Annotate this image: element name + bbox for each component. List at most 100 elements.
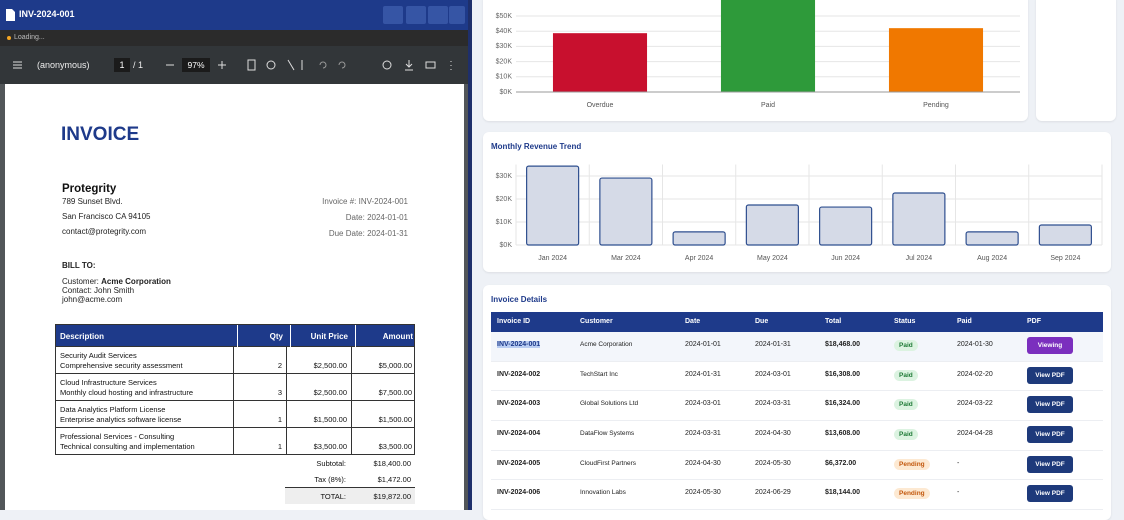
date: 2024-04-30 bbox=[685, 459, 721, 467]
pdf-button[interactable]: Viewing bbox=[1027, 337, 1073, 354]
paid-date: - bbox=[957, 489, 960, 497]
pdf-button[interactable]: View PDF bbox=[1027, 455, 1073, 473]
minimize-button[interactable] bbox=[428, 6, 448, 24]
customer-name: Acme Corporation bbox=[101, 277, 171, 286]
toolbar-icons[interactable] bbox=[246, 58, 461, 72]
column-header: Paid bbox=[957, 318, 972, 325]
customer: TechStart Inc bbox=[580, 370, 618, 378]
total: $18,144.00 bbox=[825, 489, 861, 497]
column-header: Description bbox=[60, 332, 105, 341]
item-name: Data Analytics Platform License bbox=[60, 405, 166, 414]
cell-border bbox=[233, 347, 234, 373]
due: 2024-04-30 bbox=[755, 430, 791, 438]
item-amount: $5,000.00 bbox=[378, 361, 412, 370]
invoice-id: INV-2024-002 bbox=[497, 370, 541, 378]
expand-button[interactable] bbox=[406, 6, 426, 24]
item-amount: $7,500.00 bbox=[378, 388, 412, 397]
cell-border bbox=[286, 347, 287, 373]
customer: Innovation Labs bbox=[580, 489, 626, 497]
total-label: Tax (8%): bbox=[314, 475, 346, 484]
cell-border bbox=[233, 374, 234, 400]
cell-border bbox=[351, 374, 352, 400]
total-value: $19,872.00 bbox=[373, 492, 411, 501]
window-title: INV-2024-001 bbox=[19, 9, 75, 19]
table-row[interactable]: INV-2024-004 DataFlow Systems 2024-03-31 20… bbox=[491, 421, 1103, 451]
table-title: Invoice Details bbox=[491, 295, 548, 304]
paid-date: 2024-02-20 bbox=[957, 370, 993, 378]
table-row[interactable]: INV-2024-002 TechStart Inc 2024-01-31 2024-… bbox=[491, 362, 1103, 392]
company-name: Protegrity bbox=[62, 183, 117, 195]
invoice-meta: Date: 2024-01-01 bbox=[345, 213, 408, 222]
table-header: Invoice ID Customer Date Due Total Status Paid… bbox=[491, 312, 1103, 332]
column-header: Status bbox=[894, 318, 916, 325]
invoice-id: INV-2024-004 bbox=[497, 430, 541, 438]
pdf-toolbar: (anonymous) 1 / 1 97% bbox=[0, 46, 468, 84]
invoice-id: INV-2024-005 bbox=[497, 459, 541, 467]
table-row[interactable]: INV-2024-006 Innovation Labs 2024-05-30 202… bbox=[491, 480, 1103, 511]
side-card bbox=[1036, 0, 1116, 121]
zoom-out[interactable] bbox=[166, 64, 174, 66]
doc-icon bbox=[6, 9, 15, 21]
paid-date: 2024-03-22 bbox=[957, 400, 993, 408]
page-input[interactable]: 1 bbox=[114, 58, 130, 72]
item-detail: Monthly cloud hosting and infrastructure bbox=[60, 388, 193, 397]
zoom-in[interactable] bbox=[218, 61, 226, 69]
loading-bar: Loading... bbox=[0, 30, 468, 46]
date: 2024-03-31 bbox=[685, 430, 721, 438]
item-detail: Technical consulting and implementation bbox=[60, 442, 195, 451]
pdf-button[interactable]: View PDF bbox=[1027, 366, 1073, 384]
divider bbox=[468, 0, 472, 510]
close-button[interactable] bbox=[449, 6, 465, 24]
total: $16,308.00 bbox=[825, 370, 861, 378]
pdf-page bbox=[5, 84, 464, 510]
item-name: Security Audit Services bbox=[60, 351, 137, 360]
total: $13,608.00 bbox=[825, 430, 861, 438]
zoom-input[interactable]: 97% bbox=[182, 58, 210, 72]
date: 2024-01-01 bbox=[685, 341, 721, 348]
item-name: Cloud Infrastructure Services bbox=[60, 378, 157, 387]
pdf-button[interactable]: View PDF bbox=[1027, 396, 1073, 414]
cell-border bbox=[233, 401, 234, 427]
table-row[interactable]: INV-2024-001 Acme Corporation 2024-01-01 20… bbox=[491, 332, 1103, 362]
total-label: Subtotal: bbox=[316, 459, 346, 468]
item-unit_price: $2,500.00 bbox=[313, 388, 347, 397]
customer: Global Solutions Ltd bbox=[580, 400, 639, 408]
item-qty: 1 bbox=[277, 415, 282, 424]
invoice-heading: INVOICE bbox=[61, 124, 140, 145]
pdf-button[interactable]: View PDF bbox=[1027, 426, 1073, 444]
column-header: Date bbox=[685, 318, 701, 325]
total-label: TOTAL: bbox=[320, 492, 346, 501]
invoice-id: INV-2024-006 bbox=[497, 489, 541, 497]
cell-border bbox=[351, 428, 352, 454]
date: 2024-05-30 bbox=[685, 489, 721, 497]
item-amount: $1,500.00 bbox=[378, 415, 412, 424]
column-header: Qty bbox=[237, 325, 283, 348]
pdf-button[interactable]: View PDF bbox=[1027, 485, 1073, 503]
cell-border bbox=[286, 401, 287, 427]
column-header: Due bbox=[755, 318, 769, 325]
paid-date: 2024-01-30 bbox=[957, 341, 993, 348]
item-qty: 3 bbox=[277, 388, 282, 397]
loading-dot bbox=[7, 36, 11, 40]
date: 2024-01-31 bbox=[685, 370, 721, 378]
item-unit_price: $1,500.00 bbox=[313, 415, 347, 424]
column-header: Amount bbox=[355, 325, 413, 348]
table-row[interactable]: INV-2024-005 CloudFirst Partners 2024-04-3… bbox=[491, 451, 1103, 481]
total-value: $1,472.00 bbox=[377, 475, 411, 484]
due: 2024-06-29 bbox=[755, 489, 791, 497]
invoice-table: Invoice ID Customer Date Due Total Status Paid… bbox=[491, 312, 1103, 511]
item-unit_price: $2,500.00 bbox=[313, 361, 347, 370]
item-row: Cloud Infrastructure Services Monthly clo… bbox=[55, 374, 415, 401]
customer: CloudFirst Partners bbox=[580, 459, 636, 467]
item-amount: $3,500.00 bbox=[378, 442, 412, 451]
invoice-id: INV-2024-003 bbox=[497, 400, 541, 408]
menu-icon[interactable] bbox=[13, 61, 22, 69]
status-card bbox=[483, 0, 1028, 121]
items-header: Description Qty Unit Price Amount bbox=[55, 324, 415, 348]
table-row[interactable]: INV-2024-003 Global Solutions Ltd 2024-03-… bbox=[491, 391, 1103, 422]
item-qty: 1 bbox=[277, 442, 282, 451]
download-button[interactable] bbox=[383, 6, 403, 24]
invoice-meta: Invoice #: INV-2024-001 bbox=[322, 197, 408, 206]
item-row: Security Audit Services Comprehensive sec… bbox=[55, 347, 415, 374]
cell-border bbox=[286, 428, 287, 454]
